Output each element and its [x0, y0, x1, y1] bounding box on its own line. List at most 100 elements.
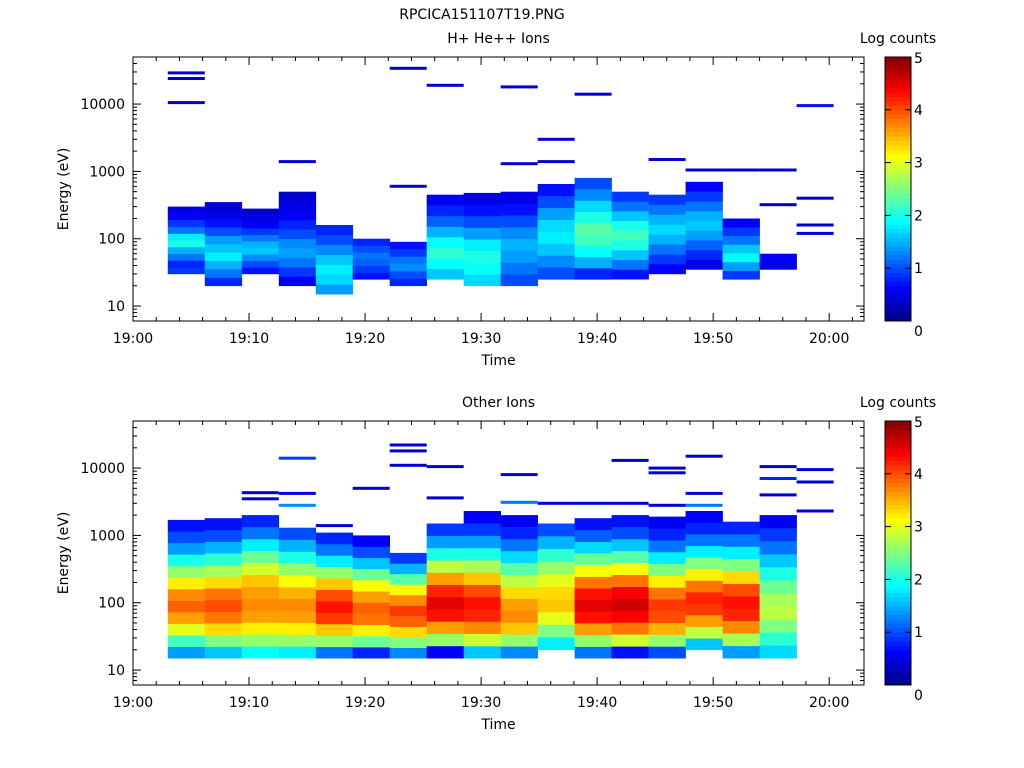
spectrogram-cell [241, 241, 280, 249]
colorbar-swatch [885, 495, 911, 501]
colorbar-swatch [885, 219, 911, 225]
spectrogram-cell [426, 535, 464, 549]
spectrogram-cell [352, 535, 390, 547]
spectrogram-cell [648, 599, 686, 612]
spectrogram-cell [426, 247, 464, 259]
spectrogram-cell [500, 539, 538, 552]
spectrogram-line [500, 162, 538, 166]
colorbar-swatch [885, 259, 911, 265]
colorbar-swatch [885, 123, 911, 128]
spectrogram-cell [204, 277, 243, 287]
colorbar-swatch [885, 153, 911, 159]
spectrogram-cell [648, 646, 686, 659]
spectrogram-cell [241, 598, 280, 611]
spectrogram-cell [500, 550, 538, 564]
spectrogram-cell [574, 177, 612, 190]
colorbar-swatch [885, 211, 911, 216]
colorbar-swatch [885, 557, 911, 563]
y-axis-label: Energy (eV) [56, 512, 72, 595]
spectrogram-cell [241, 515, 280, 528]
colorbar-swatch [885, 241, 911, 247]
spectrogram-cell [352, 546, 390, 559]
colorbar-swatch [885, 500, 911, 505]
spectrogram-cell [352, 635, 390, 648]
colorbar-swatch [885, 92, 911, 97]
colorbar-swatch [885, 619, 911, 624]
spectrogram-line [685, 168, 723, 172]
spectrogram-cell [204, 235, 243, 245]
spectrogram-cell [722, 583, 760, 597]
panel-title: Other Ions [462, 395, 535, 411]
spectrogram-cell [352, 259, 390, 267]
spectrogram-cell [648, 234, 686, 245]
colorbar-swatch [885, 109, 911, 115]
spectrogram-cell [722, 521, 760, 535]
spectrogram-cell [611, 250, 649, 261]
spectrogram-line [500, 473, 538, 477]
spectrogram-line [389, 184, 427, 188]
x-axis-label: Time [480, 353, 515, 369]
spectrogram-cell [463, 204, 501, 217]
colorbar-swatch [885, 162, 911, 168]
spectrogram-cell [500, 586, 538, 599]
spectrogram-cell [463, 216, 501, 228]
x-tick-label: 19:10 [229, 331, 269, 347]
y-tick-label: 10000 [80, 97, 125, 113]
spectrogram-cell [648, 244, 686, 255]
colorbar-swatch [885, 237, 911, 243]
spectrogram-cell [463, 250, 501, 263]
spectrogram-line [759, 493, 797, 497]
spectrogram-cell [241, 539, 280, 552]
colorbar-swatch [885, 491, 911, 497]
spectrogram-cell [278, 210, 317, 221]
spectrogram-cell [241, 267, 280, 275]
y-tick-label: 10 [107, 663, 125, 679]
colorbar-tick-label: 1 [914, 261, 923, 277]
spectrogram-cell [463, 535, 501, 549]
colorbar-label: Log counts [860, 31, 936, 47]
spectrogram-cell [463, 572, 501, 585]
spectrogram-line [500, 500, 538, 504]
spectrogram-cell [278, 267, 317, 277]
spectrogram-line [167, 77, 205, 80]
y-tick-label: 100 [98, 232, 125, 248]
colorbar-swatch [885, 215, 911, 221]
spectrogram-line [537, 160, 575, 164]
spectrogram-cell [611, 646, 649, 659]
spectrogram-cell [389, 647, 427, 659]
spectrogram-cell [241, 634, 280, 647]
colorbar-swatch [885, 281, 911, 287]
spectrogram-cell [389, 263, 427, 272]
x-axis-label: Time [480, 717, 515, 733]
spectrogram-cell [241, 622, 280, 635]
spectrogram-cell [648, 204, 686, 215]
spectrogram-cell [278, 634, 317, 647]
spectrogram-cell [574, 200, 612, 212]
spectrogram-cell [685, 191, 723, 202]
colorbar-swatch [885, 224, 911, 229]
spectrogram-cell [278, 527, 317, 540]
spectrogram-line [500, 85, 538, 89]
spectrogram-cell [389, 256, 427, 265]
spectrogram-cell [759, 261, 797, 270]
spectrogram-cell [500, 622, 538, 635]
spectrogram-line [278, 456, 316, 460]
spectrogram-cell [463, 560, 501, 573]
spectrogram-line [167, 71, 205, 75]
spectrogram-cell [722, 218, 760, 228]
spectrogram-cell [500, 527, 538, 540]
spectrogram-cell [574, 245, 612, 258]
x-tick-label: 19:50 [693, 331, 733, 347]
spectrogram-cell [537, 536, 575, 550]
spectrogram-line [574, 92, 612, 96]
colorbar-swatch [885, 509, 911, 514]
spectrogram-cell [500, 610, 538, 623]
colorbar-tick-label: 3 [914, 156, 923, 172]
spectrogram-cell [685, 181, 723, 192]
colorbar-tick-label: 4 [914, 467, 923, 483]
spectrogram-cell [759, 253, 797, 262]
colorbar-swatch [885, 277, 911, 282]
spectrogram-cell [611, 259, 649, 270]
spectrogram-cell [463, 609, 501, 622]
